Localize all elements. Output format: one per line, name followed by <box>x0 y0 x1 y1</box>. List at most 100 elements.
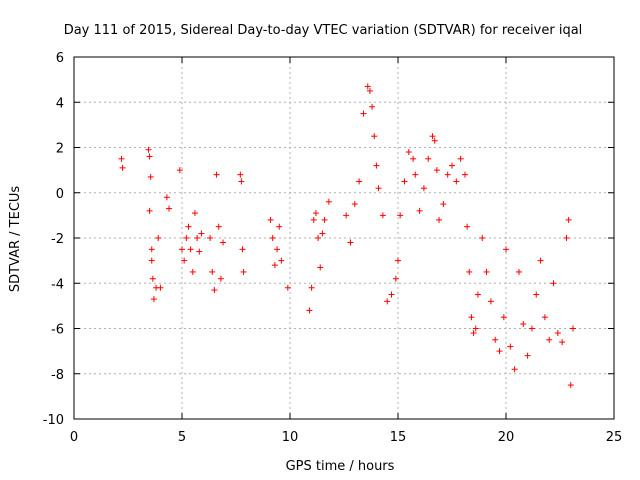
data-point <box>238 178 245 185</box>
data-point <box>373 162 380 169</box>
data-point <box>317 264 324 271</box>
axis-ticks <box>73 56 615 420</box>
data-point <box>366 87 373 94</box>
data-point <box>284 284 291 291</box>
data-point <box>384 298 391 305</box>
data-point <box>183 235 190 241</box>
data-point <box>371 133 378 140</box>
y-tick-label: -2 <box>51 232 64 247</box>
data-point <box>483 268 490 275</box>
data-point <box>343 212 350 219</box>
data-point <box>461 171 468 178</box>
data-point <box>146 207 153 214</box>
data-point <box>319 230 326 237</box>
data-point <box>554 330 561 337</box>
data-point <box>196 248 203 255</box>
data-point <box>433 167 440 174</box>
data-point <box>149 275 156 282</box>
data-point <box>321 216 328 223</box>
data-point <box>315 235 322 241</box>
data-point <box>215 223 222 230</box>
data-point <box>220 239 227 246</box>
data-point <box>520 320 527 327</box>
data-point <box>240 268 247 275</box>
data-point <box>397 212 404 219</box>
data-point <box>440 201 447 208</box>
y-tick-label: 2 <box>56 142 64 157</box>
data-point <box>410 155 417 162</box>
data-point <box>147 173 154 180</box>
data-point <box>470 330 477 337</box>
data-point <box>503 246 509 253</box>
data-point <box>550 280 557 287</box>
data-point <box>444 171 451 178</box>
data-point <box>369 103 376 110</box>
data-point <box>209 268 216 275</box>
data-point <box>395 257 401 264</box>
data-point <box>453 178 460 185</box>
data-point <box>325 198 332 205</box>
y-tick-label: -10 <box>43 413 64 428</box>
x-tick-label: 20 <box>498 430 515 445</box>
x-tick-label: 5 <box>178 430 186 445</box>
data-point <box>472 325 479 332</box>
x-tick-label: 0 <box>70 430 78 445</box>
data-point <box>392 275 399 282</box>
data-point <box>213 171 220 178</box>
data-point <box>179 246 185 253</box>
data-point <box>181 257 188 264</box>
data-point <box>306 307 313 314</box>
data-point <box>312 210 319 217</box>
data-point <box>524 352 531 359</box>
y-tick-label: -4 <box>51 277 64 292</box>
data-point <box>187 246 194 253</box>
data-point <box>148 246 155 253</box>
data-point <box>457 155 464 162</box>
data-point <box>464 223 471 230</box>
data-point <box>431 137 438 144</box>
chart-title: Day 111 of 2015, Sidereal Day-to-day VTE… <box>64 23 583 38</box>
data-point <box>533 291 540 298</box>
data-point <box>528 325 535 332</box>
data-point <box>351 201 358 208</box>
data-point <box>191 210 198 217</box>
data-point <box>429 133 436 140</box>
y-tick-label: 6 <box>56 51 64 66</box>
data-point <box>487 298 494 305</box>
data-point <box>176 167 183 174</box>
data-point <box>569 325 576 332</box>
x-axis-label: GPS time / hours <box>286 459 395 474</box>
data-point <box>567 382 574 389</box>
x-tick-label: 15 <box>390 430 407 445</box>
data-point <box>401 178 408 185</box>
data-point <box>271 262 278 269</box>
data-point <box>388 291 395 298</box>
data-point <box>466 268 473 275</box>
data-point <box>278 257 285 264</box>
x-tick-label: 25 <box>606 430 623 445</box>
data-point <box>310 216 317 223</box>
data-point <box>276 223 283 230</box>
data-point <box>118 155 125 162</box>
grid-lines <box>74 57 614 419</box>
data-point <box>563 235 570 241</box>
data-point <box>150 296 157 303</box>
y-tick-labels: 6 4 2 0 -2 -4 -6 -8 -10 <box>43 51 64 428</box>
data-point <box>364 83 371 90</box>
data-point <box>308 284 315 291</box>
y-tick-label: -6 <box>51 323 64 338</box>
data-point <box>163 194 170 201</box>
data-point <box>198 230 205 237</box>
data-point <box>559 339 566 346</box>
data-points <box>118 83 576 389</box>
data-point <box>420 185 427 192</box>
data-point <box>449 162 455 169</box>
data-point <box>274 246 281 253</box>
data-point <box>194 235 201 241</box>
data-point <box>269 235 276 241</box>
data-point <box>496 348 503 355</box>
data-point <box>155 235 162 241</box>
data-point <box>146 153 153 160</box>
data-point <box>185 223 192 230</box>
data-point <box>541 314 548 321</box>
